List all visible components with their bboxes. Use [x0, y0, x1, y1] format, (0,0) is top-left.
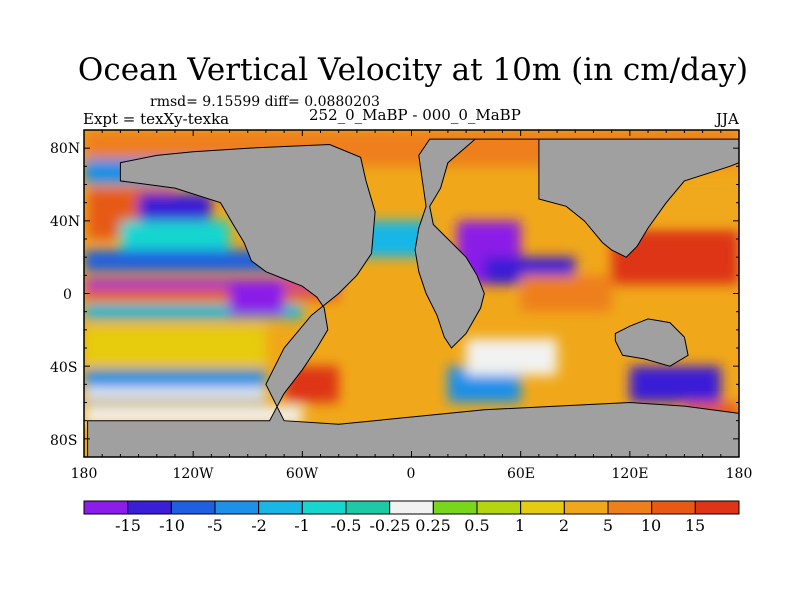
colorbar-swatch: [694, 500, 740, 515]
y-tick-label: 40N: [50, 214, 81, 230]
colorbar-swatch: [651, 500, 696, 515]
colorbar-swatch: [258, 500, 303, 515]
x-tick-label: 60E: [506, 466, 536, 482]
chart-title: Ocean Vertical Velocity at 10m (in cm/da…: [77, 52, 749, 88]
colorbar-label: 15: [684, 516, 706, 535]
season-label: JJA: [716, 110, 739, 128]
velocity-patch: [84, 278, 339, 289]
colorbar-swatch: [432, 500, 478, 515]
landmass-americas: [87, 144, 739, 457]
experiment-label: Expt = texXy-texka: [83, 110, 230, 128]
coastline-americas: [87, 143, 739, 457]
x-tick-label: 180: [70, 466, 98, 482]
velocity-patch: [84, 406, 303, 425]
velocity-patch: [629, 366, 721, 403]
colorbar-swatch: [607, 500, 653, 515]
velocity-patch: [84, 326, 266, 367]
colorbar: [83, 500, 740, 515]
colorbar-label: -10: [159, 516, 185, 535]
y-tick-label: 40S: [50, 360, 78, 376]
colorbar-label: 10: [640, 516, 662, 535]
colorbar-swatch: [520, 500, 565, 515]
x-tick-label: 60W: [285, 466, 319, 482]
colorbar-swatch: [170, 500, 216, 515]
stats-label: rmsd= 9.15599 diff= 0.0880203: [150, 94, 380, 110]
colorbar-label: -0.5: [330, 516, 362, 535]
y-tick-label: 0: [63, 287, 72, 303]
y-tick-label: 80S: [50, 433, 78, 449]
velocity-patch: [84, 387, 266, 399]
colorbar-label: -5: [207, 516, 223, 535]
x-tick-label: 120W: [172, 466, 214, 482]
colorbar-label: -15: [115, 516, 141, 535]
colorbar-label: -1: [294, 516, 310, 535]
colorbar-swatch: [476, 500, 522, 515]
coastline-eurasia: [414, 138, 739, 349]
coastline-outlines: [87, 138, 739, 457]
coastline-australia: [614, 318, 689, 367]
land-mask: [87, 139, 739, 457]
velocity-patch: [520, 275, 612, 312]
velocity-patch: [229, 286, 285, 316]
landmass-australia: [615, 318, 689, 367]
velocity-patch: [84, 249, 303, 272]
x-tick-label: 120E: [611, 466, 649, 482]
colorbar-swatch: [301, 500, 347, 515]
velocity-patch: [84, 288, 339, 301]
y-tick-label: 80N: [50, 141, 81, 157]
colorbar-swatch: [389, 500, 434, 515]
colorbar-label: 0.5: [464, 516, 490, 535]
velocity-patch: [466, 338, 558, 376]
colorbar-swatch: [83, 500, 129, 515]
colorbar-label: 1: [514, 516, 526, 535]
axis-ticks: [83, 130, 740, 457]
landmass-eurasia: [415, 139, 739, 348]
colorbar-label: 2: [558, 516, 570, 535]
colorbar-swatch: [214, 500, 260, 515]
colorbar-swatch: [127, 500, 172, 515]
colorbar-swatch: [563, 500, 609, 515]
difference-label: 252_0_MaBP - 000_0_MaBP: [309, 106, 521, 124]
colorbar-label: 0.25: [415, 516, 451, 535]
colorbar-label: 5: [602, 516, 614, 535]
colorbar-label: -2: [251, 516, 267, 535]
colorbar-label: -0.25: [369, 516, 411, 535]
x-tick-label: 180: [725, 466, 753, 482]
colorbar-swatch: [345, 500, 391, 515]
x-tick-label: 0: [406, 466, 416, 482]
